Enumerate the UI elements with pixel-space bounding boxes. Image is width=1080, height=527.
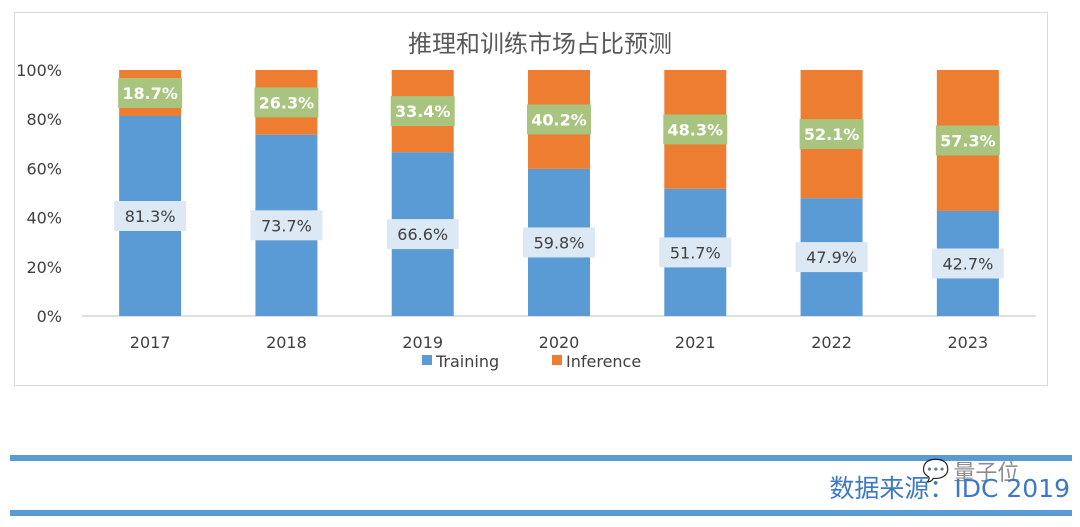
x-tick-label: 2017: [130, 333, 171, 352]
inference-data-label: 40.2%: [531, 110, 587, 129]
y-tick-label: 60%: [26, 159, 62, 178]
inference-data-label: 26.3%: [259, 93, 315, 112]
x-axis-ticks: 2017 2018 2019 2020 2021 2022 2023: [130, 333, 988, 352]
inference-label-bg: [527, 104, 591, 135]
legend: Training Inference: [422, 352, 641, 371]
training-data-label: 42.7%: [942, 254, 993, 273]
training-label-bg: [114, 201, 187, 232]
training-label-bg: [386, 219, 459, 250]
legend-label: Inference: [566, 352, 641, 371]
training-label-bg: [250, 210, 323, 241]
inference-data-label: 52.1%: [804, 125, 860, 144]
inference-label-bg: [118, 78, 183, 109]
legend-label: Training: [435, 352, 499, 371]
x-tick-label: 2018: [266, 333, 307, 352]
y-tick-label: 80%: [26, 110, 62, 129]
footer-rule-top: [10, 455, 1072, 461]
training-data-label: 59.8%: [534, 233, 585, 252]
wechat-icon: 💬: [922, 458, 950, 484]
training-label-bg: [659, 237, 732, 268]
inference-label-bg: [254, 87, 319, 118]
training-data-label: 66.6%: [397, 225, 448, 244]
bars: 81.3% 18.7% 73.7% 26.3% 66.6% 33.4% 59.8% 40.2%…: [114, 70, 1004, 316]
y-tick-label: 100%: [16, 61, 62, 80]
training-label-bg: [931, 248, 1004, 279]
inference-label-bg: [663, 114, 728, 145]
y-tick-label: 40%: [26, 209, 62, 228]
inference-data-label: 48.3%: [668, 120, 724, 139]
legend-swatch: [552, 355, 562, 365]
inference-data-label: 57.3%: [940, 131, 996, 150]
training-label-bg: [795, 242, 868, 273]
data-source: 数据来源：IDC 2019: [829, 474, 1070, 503]
inference-label-bg: [799, 119, 864, 150]
training-data-label: 81.3%: [125, 207, 176, 226]
stacked-bar-chart: 推理和训练市场占比预测 0% 20% 40% 60% 80% 100% 81.3% 18.7…: [16, 30, 1036, 371]
footer-rule-bottom: [10, 510, 1072, 516]
y-tick-label: 20%: [26, 258, 62, 277]
watermark: 💬 量子位: [922, 455, 1019, 487]
training-data-label: 47.9%: [806, 248, 857, 267]
x-tick-label: 2020: [539, 333, 580, 352]
y-axis-ticks: 0% 20% 40% 60% 80% 100%: [16, 61, 62, 326]
chart-title: 推理和训练市场占比预测: [408, 30, 672, 58]
inference-label-bg: [390, 96, 455, 127]
inference-data-label: 33.4%: [395, 102, 451, 121]
watermark-text: 量子位: [953, 461, 1020, 486]
training-data-label: 51.7%: [670, 243, 721, 262]
inference-label-bg: [935, 125, 1000, 156]
x-tick-label: 2022: [811, 333, 852, 352]
x-tick-label: 2019: [402, 333, 443, 352]
y-tick-label: 0%: [37, 307, 62, 326]
inference-data-label: 18.7%: [122, 84, 178, 103]
x-tick-label: 2023: [947, 333, 988, 352]
legend-swatch: [422, 355, 432, 365]
x-tick-label: 2021: [675, 333, 716, 352]
training-label-bg: [523, 227, 595, 258]
training-data-label: 73.7%: [261, 216, 312, 235]
